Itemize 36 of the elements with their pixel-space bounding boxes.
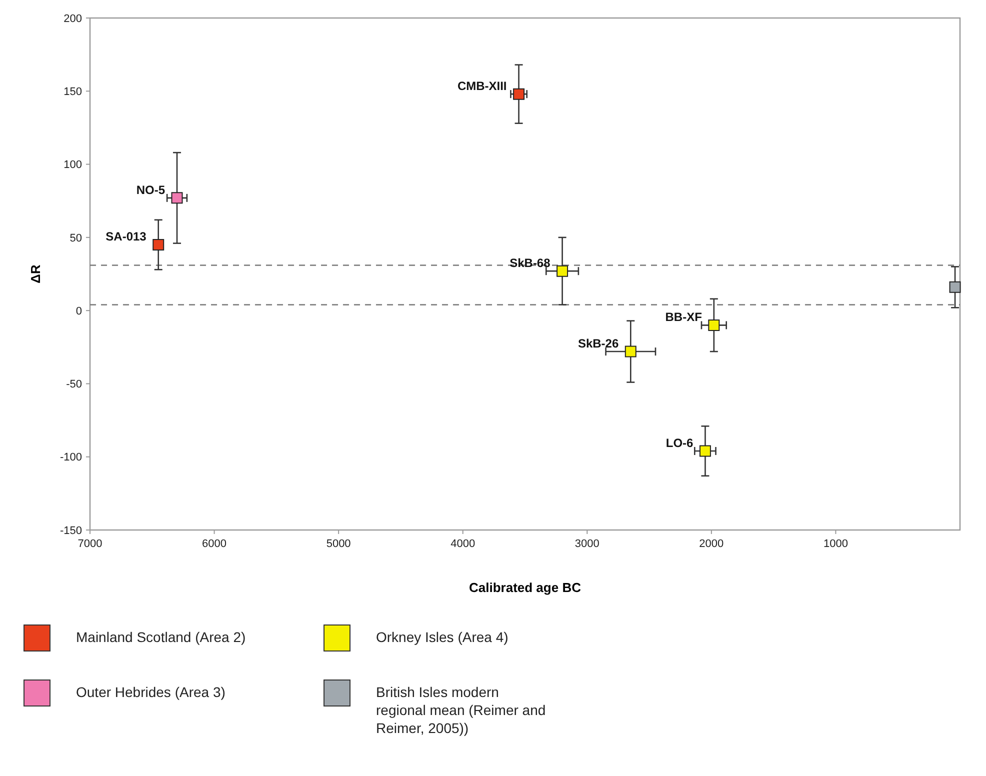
y-tick-label: 200 (64, 12, 82, 25)
annotation: NO-5 (136, 182, 166, 197)
x-tick-label: 6000 (202, 538, 227, 550)
point (708, 319, 720, 331)
y-tick-label: 50 (70, 232, 82, 244)
legend-label: Outer Hebrides (Area 3) (76, 684, 226, 700)
x-tick-label: 5000 (326, 538, 351, 550)
y-tick-label: 100 (64, 159, 82, 172)
annotation: SA-013 (106, 230, 147, 244)
x-tick-label: 4000 (450, 538, 476, 550)
y-tick-label: -50 (66, 378, 82, 391)
x-tick-label: 2000 (699, 538, 724, 550)
y-tick-label: -100 (60, 452, 82, 464)
y-tick-label: 0 (76, 305, 82, 318)
x-tick-label: 1000 (823, 538, 848, 550)
point (152, 239, 164, 250)
legend-label: British Isles modern regional mean (Reimer and Reimer, 2005)) (376, 684, 546, 736)
point (171, 192, 183, 204)
y-tick-label: 150 (64, 86, 82, 98)
point (624, 346, 636, 358)
point (513, 88, 525, 100)
point (699, 445, 711, 457)
x-axis-title: Calibrated age BC (469, 580, 582, 595)
annotation: SkB-26 (578, 336, 619, 351)
annotation: CMB-XIII (457, 79, 507, 94)
legend-label: Orkney Isles (Area 4) (376, 629, 508, 645)
point (556, 265, 568, 277)
annotation: BB-XF (665, 310, 702, 324)
x-tick-label: 7000 (78, 538, 102, 550)
y-tick-label: -150 (60, 524, 82, 537)
annotation: SkB-68 (510, 256, 551, 270)
legend-label: Mainland Scotland (Area 2) (76, 629, 246, 645)
point (949, 281, 961, 293)
y-axis-title: ΔR (28, 264, 43, 284)
x-tick-label: 3000 (574, 538, 600, 550)
annotation: LO-6 (666, 436, 694, 450)
